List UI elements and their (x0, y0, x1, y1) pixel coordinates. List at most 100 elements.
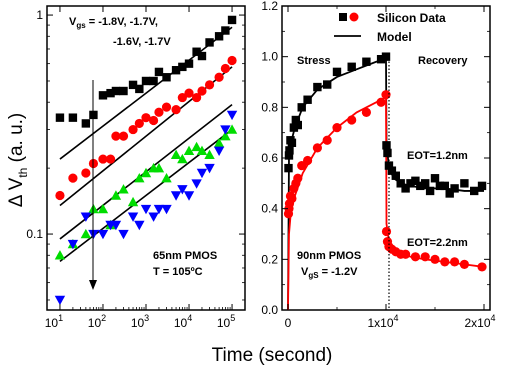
right-point-EOT=2.2nm-30 (477, 262, 487, 272)
right-point-EOT=2.2nm-13 (347, 115, 357, 125)
right-point-EOT=2.2nm-11 (322, 135, 332, 145)
right-marks (283, 52, 487, 311)
right-point-EOT=1.2nm-22 (396, 179, 405, 188)
right-point-EOT=1.2nm-13 (347, 62, 356, 71)
left-point-s3-0 (54, 295, 66, 306)
left-point-s0-17 (192, 47, 201, 56)
left-point-s1-22 (227, 55, 237, 66)
left-point-s3-16 (183, 191, 195, 201)
left-point-s2-4 (97, 203, 109, 214)
left-point-s2-20 (213, 137, 225, 148)
left-point-s1-7 (118, 131, 129, 141)
left-vgs-label: Vgs = -1.8V, -1.7V, (69, 16, 158, 30)
left-point-s2-9 (134, 172, 145, 183)
left-point-s2-7 (118, 184, 129, 194)
left-point-s1-19 (204, 80, 215, 90)
right-ytick-label-1: 0.2 (261, 252, 278, 266)
right-ytick-label-0: 0.0 (261, 303, 278, 317)
right-ytick-label-3: 0.6 (261, 151, 278, 165)
eot2-label: EOT=2.2nm (407, 237, 468, 249)
left-point-s0-1 (68, 113, 78, 122)
left-xtick-label-3: 103 (131, 313, 149, 330)
right-ytick-label-5: 1.0 (261, 50, 278, 64)
left-point-s2-6 (110, 190, 122, 200)
left-point-s3-4 (97, 229, 109, 240)
right-point-EOT=2.2nm-14 (361, 107, 371, 117)
recovery-label: Recovery (418, 55, 468, 67)
right-point-EOT=1.2nm-34 (460, 179, 469, 188)
right-point-EOT=1.2nm-27 (421, 179, 430, 188)
right-point-EOT=1.2nm-0 (284, 163, 293, 173)
right-ticks: 0.0 0.2 0.4 0.6 0.8 1.0 1.2 0 1x104 2x104 (261, 0, 495, 330)
legend-marker-black-square (339, 13, 347, 21)
left-xtick-label-1: 101 (45, 313, 63, 330)
right-point-EOT=2.2nm-17 (381, 226, 392, 237)
right-point-EOT=2.2nm-9 (303, 155, 313, 166)
left-point-s1-8 (128, 124, 138, 135)
right-point-EOT=1.2nm-24 (406, 179, 415, 188)
left-point-s2-18 (196, 145, 208, 155)
left-point-s2-16 (183, 145, 195, 155)
left-point-s0-2 (81, 119, 91, 128)
left-point-s3-8 (127, 212, 139, 222)
left-point-s0-4 (98, 91, 108, 100)
right-point-EOT=1.2nm-18 (383, 148, 392, 158)
right-point-EOT=2.2nm-16 (381, 90, 391, 100)
left-point-s2-17 (191, 141, 202, 152)
left-point-s1-20 (214, 72, 224, 82)
right-point-EOT=2.2nm-12 (332, 123, 342, 133)
left-fit-line-3 (59, 128, 233, 263)
eot1-label: EOT=1.2nm (407, 150, 468, 162)
right-point-EOT=2.2nm-28 (450, 257, 460, 267)
legend-entry-silicon-data: Silicon Data (377, 11, 446, 25)
right-point-EOT=1.2nm-2 (285, 146, 294, 155)
left-point-s1-18 (197, 86, 207, 96)
left-point-s3-21 (220, 125, 231, 135)
right-point-EOT=1.2nm-15 (376, 55, 386, 64)
right-point-EOT=1.2nm-29 (430, 174, 440, 183)
left-point-s1-11 (148, 115, 159, 126)
left-vgs-label-line2: -1.6V, -1.7V (113, 36, 171, 48)
left-point-s0-0 (55, 113, 65, 122)
right-point-EOT=1.2nm-28 (425, 186, 435, 196)
left-point-s2-14 (170, 149, 182, 160)
left-point-s0-21 (221, 26, 230, 35)
left-point-s0-10 (141, 76, 151, 86)
left-point-s3-7 (118, 229, 129, 240)
left-point-s1-6 (111, 131, 121, 141)
right-point-EOT=1.2nm-25 (411, 176, 420, 185)
left-point-s3-13 (161, 204, 172, 215)
left-point-s3-11 (148, 212, 159, 222)
right-point-EOT=2.2nm-7 (293, 173, 303, 183)
left-point-s3-17 (191, 179, 202, 189)
right-point-EOT=1.2nm-31 (440, 181, 449, 191)
left-xtick-label-4: 104 (174, 313, 192, 330)
left-point-s1-17 (192, 92, 202, 103)
right-point-EOT=2.2nm-27 (440, 257, 450, 267)
left-point-s2-2 (80, 228, 92, 239)
left-point-s1-2 (81, 168, 91, 178)
right-point-EOT=1.2nm-33 (450, 184, 459, 193)
left-point-s3-22 (226, 110, 238, 121)
left-point-s2-12 (153, 162, 165, 173)
left-point-s0-22 (227, 15, 237, 25)
left-xtick-label-2: 102 (88, 313, 106, 330)
right-device-label: 90nm PMOS (297, 250, 361, 262)
left-point-s3-20 (213, 146, 225, 156)
left-point-s2-15 (177, 153, 188, 164)
left-point-s1-9 (134, 118, 144, 129)
legend-entry-model: Model (377, 30, 412, 44)
left-point-s0-12 (154, 67, 164, 77)
left-point-s2-8 (127, 196, 139, 207)
left-xtick-label-5: 105 (217, 313, 235, 330)
left-point-s0-15 (178, 62, 187, 72)
right-point-EOT=1.2nm-14 (362, 57, 371, 66)
left-point-s1-15 (177, 92, 187, 103)
left-device-label: 65nm PMOS (153, 250, 217, 262)
left-point-s0-13 (162, 73, 171, 82)
right-point-EOT=1.2nm-9 (303, 95, 312, 104)
right-ytick-label-4: 0.8 (261, 100, 278, 114)
left-point-s1-1 (68, 173, 78, 183)
left-point-s1-14 (171, 105, 181, 115)
